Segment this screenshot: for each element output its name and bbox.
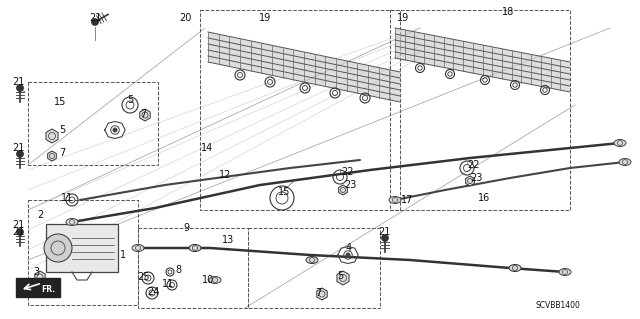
Text: 12: 12: [219, 170, 231, 180]
Circle shape: [381, 234, 388, 241]
Circle shape: [44, 234, 72, 262]
Ellipse shape: [614, 139, 626, 146]
Text: 15: 15: [54, 97, 66, 107]
Circle shape: [346, 253, 350, 257]
Text: 20: 20: [179, 13, 191, 23]
Text: 25: 25: [137, 272, 149, 282]
Bar: [390, 10, 570, 210]
Text: 24: 24: [147, 287, 159, 297]
Text: 13: 13: [222, 235, 234, 245]
Text: 3: 3: [33, 267, 39, 277]
Ellipse shape: [132, 244, 144, 251]
Text: 7: 7: [59, 148, 65, 158]
Text: 21: 21: [12, 143, 24, 153]
Text: 10: 10: [202, 275, 214, 285]
Polygon shape: [46, 129, 58, 143]
Text: 23: 23: [470, 173, 482, 183]
Text: SCVBB1400: SCVBB1400: [536, 300, 580, 309]
Polygon shape: [47, 151, 56, 161]
Text: 15: 15: [278, 187, 290, 197]
Text: 16: 16: [478, 193, 490, 203]
Bar: [138, 228, 248, 308]
Text: 21: 21: [12, 77, 24, 87]
Text: 21: 21: [378, 227, 390, 237]
Text: 7: 7: [315, 288, 321, 298]
Bar: [28, 82, 158, 165]
Text: 19: 19: [259, 13, 271, 23]
Polygon shape: [339, 185, 348, 195]
Text: 2: 2: [37, 210, 43, 220]
Circle shape: [17, 228, 24, 235]
Text: 9: 9: [183, 223, 189, 233]
Ellipse shape: [189, 244, 201, 251]
Polygon shape: [35, 271, 45, 283]
Polygon shape: [466, 176, 474, 186]
Ellipse shape: [509, 264, 521, 271]
Polygon shape: [140, 109, 150, 121]
Text: 8: 8: [175, 265, 181, 275]
Polygon shape: [317, 288, 327, 300]
Circle shape: [113, 128, 117, 132]
Ellipse shape: [619, 159, 631, 166]
Text: 11: 11: [61, 193, 73, 203]
Text: 23: 23: [344, 180, 356, 190]
Text: 18: 18: [502, 7, 514, 17]
Ellipse shape: [66, 219, 78, 226]
Text: 11: 11: [162, 279, 174, 289]
Polygon shape: [395, 28, 570, 92]
Text: 21: 21: [89, 13, 101, 23]
Text: 17: 17: [401, 195, 413, 205]
Bar: [16, 278, 60, 297]
Bar: [46, 224, 118, 272]
Text: FR.: FR.: [41, 285, 55, 293]
Circle shape: [17, 85, 24, 92]
Ellipse shape: [306, 256, 318, 263]
Text: 14: 14: [201, 143, 213, 153]
Circle shape: [92, 19, 99, 26]
Text: 1: 1: [120, 250, 126, 260]
Text: 5: 5: [337, 271, 343, 281]
Bar: [248, 228, 380, 308]
Polygon shape: [208, 32, 400, 102]
Ellipse shape: [559, 269, 571, 276]
Text: 5: 5: [127, 95, 133, 105]
Polygon shape: [43, 287, 51, 297]
Ellipse shape: [389, 197, 401, 204]
Bar: [28, 200, 138, 305]
Text: 5: 5: [59, 125, 65, 135]
Circle shape: [17, 151, 24, 158]
Text: 21: 21: [12, 220, 24, 230]
Text: 4: 4: [346, 243, 352, 253]
Text: 6: 6: [40, 284, 46, 294]
Text: 22: 22: [467, 160, 479, 170]
Text: 19: 19: [397, 13, 409, 23]
Text: 21: 21: [12, 227, 24, 237]
Bar: [200, 10, 400, 210]
Ellipse shape: [209, 277, 221, 284]
Polygon shape: [337, 271, 349, 285]
Text: 7: 7: [140, 109, 146, 119]
Text: 22: 22: [340, 167, 353, 177]
